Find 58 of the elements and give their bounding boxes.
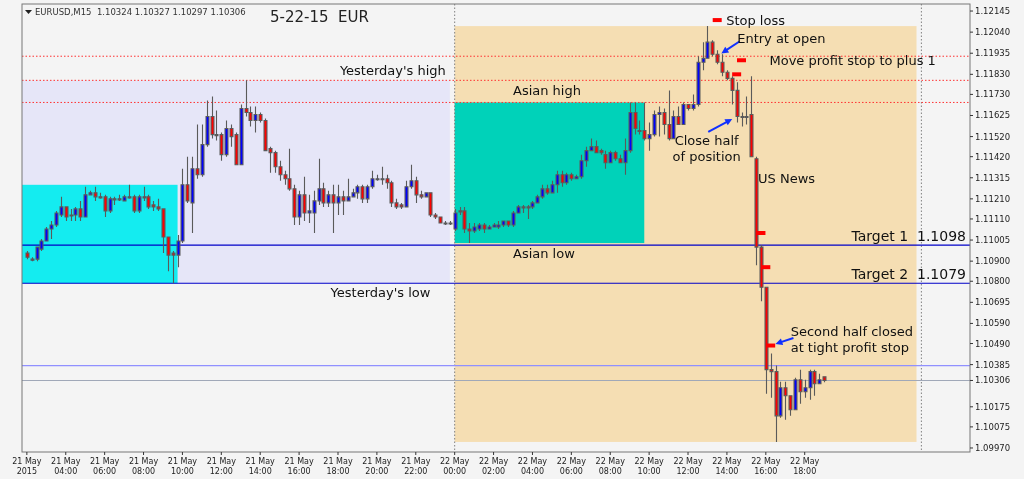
- x-tick-label: 22 May 18:00: [790, 457, 820, 476]
- ref-line-label: Target 1 1.1098: [850, 228, 966, 245]
- annotation: US News: [758, 170, 816, 186]
- x-tick-label: 21 May 14:00: [245, 457, 276, 476]
- y-tick-label: 1.11110: [975, 213, 1011, 224]
- annotation: Stop loss: [726, 13, 786, 29]
- x-tick-label: 21 May 12:00: [206, 457, 237, 476]
- y-tick-label: 1.10175: [975, 401, 1011, 412]
- y-tick-label: 1.11210: [975, 193, 1011, 204]
- y-tick-label: 1.12145: [975, 6, 1011, 17]
- chart-subtitle: EURUSD,M15 1.10324 1.10327 1.10297 1.10306: [35, 7, 246, 17]
- y-tick-label: 1.11625: [975, 110, 1011, 121]
- annotation: Entry at open: [737, 31, 826, 47]
- annotation: Asian high: [513, 83, 581, 99]
- x-tick-label: 22 May 02:00: [478, 457, 509, 476]
- x-tick-label: 21 May 20:00: [362, 457, 392, 476]
- x-tick-label: 21 May 22:00: [401, 457, 431, 476]
- y-tick-label: 1.11830: [975, 69, 1011, 80]
- y-tick-label: 1.11730: [975, 89, 1011, 100]
- annotation: Yesterday's low: [329, 285, 431, 301]
- x-tick-label: 22 May 12:00: [673, 457, 703, 476]
- y-tick-label: 1.11315: [975, 172, 1011, 183]
- y-tick-label: 1.10900: [975, 256, 1011, 267]
- y-tick-label: 1.11520: [975, 131, 1011, 142]
- x-tick-label: 21 May 04:00: [51, 457, 81, 476]
- y-tick-label: 1.10490: [975, 338, 1011, 349]
- annotation: Second half closed at tight profit stop: [790, 323, 913, 355]
- x-tick-label: 21 May 18:00: [323, 457, 353, 476]
- y-tick-label: 1.10075: [975, 421, 1011, 432]
- annotation: Close half of position: [672, 132, 741, 164]
- y-tick-label: 1.11935: [975, 48, 1011, 59]
- x-tick-label: 22 May 04:00: [517, 457, 548, 476]
- y-tick-label: 1.11420: [975, 151, 1011, 162]
- y-tick-label: 1.09970: [975, 442, 1011, 453]
- y-tick-label: 1.11005: [975, 235, 1011, 246]
- y-tick-label: 1.10695: [975, 297, 1011, 308]
- y-tick-label: 1.10385: [975, 359, 1011, 370]
- y-tick-label: 1.10590: [975, 318, 1011, 329]
- x-tick-label: 22 May 06:00: [556, 457, 587, 476]
- annotation: Asian low: [513, 246, 576, 262]
- y-tick-label: 1.10800: [975, 276, 1011, 287]
- x-tick-label: 22 May 14:00: [712, 457, 742, 476]
- chart-title: 5-22-15 EUR: [270, 8, 369, 26]
- x-tick-label: 22 May 16:00: [751, 457, 781, 476]
- x-tick-label: 21 May 08:00: [128, 457, 159, 476]
- annotation: Move profit stop to plus 1: [769, 53, 936, 69]
- y-tick-label: 1.10306: [975, 375, 1011, 386]
- x-tick-label: 21 May 2015: [12, 457, 42, 476]
- annotation: Yesterday's high: [338, 63, 446, 79]
- x-tick-label: 21 May 16:00: [284, 457, 314, 476]
- y-tick-label: 1.12040: [975, 27, 1011, 38]
- x-tick-label: 21 May 10:00: [167, 457, 198, 476]
- candlestick: [25, 250, 30, 260]
- x-tick-label: 22 May 08:00: [595, 457, 626, 476]
- x-tick-label: 22 May 10:00: [634, 457, 665, 476]
- x-tick-label: 22 May 00:00: [440, 457, 470, 476]
- x-tick-label: 21 May 06:00: [90, 457, 120, 476]
- ref-line-label: Target 2 1.1079: [850, 266, 966, 283]
